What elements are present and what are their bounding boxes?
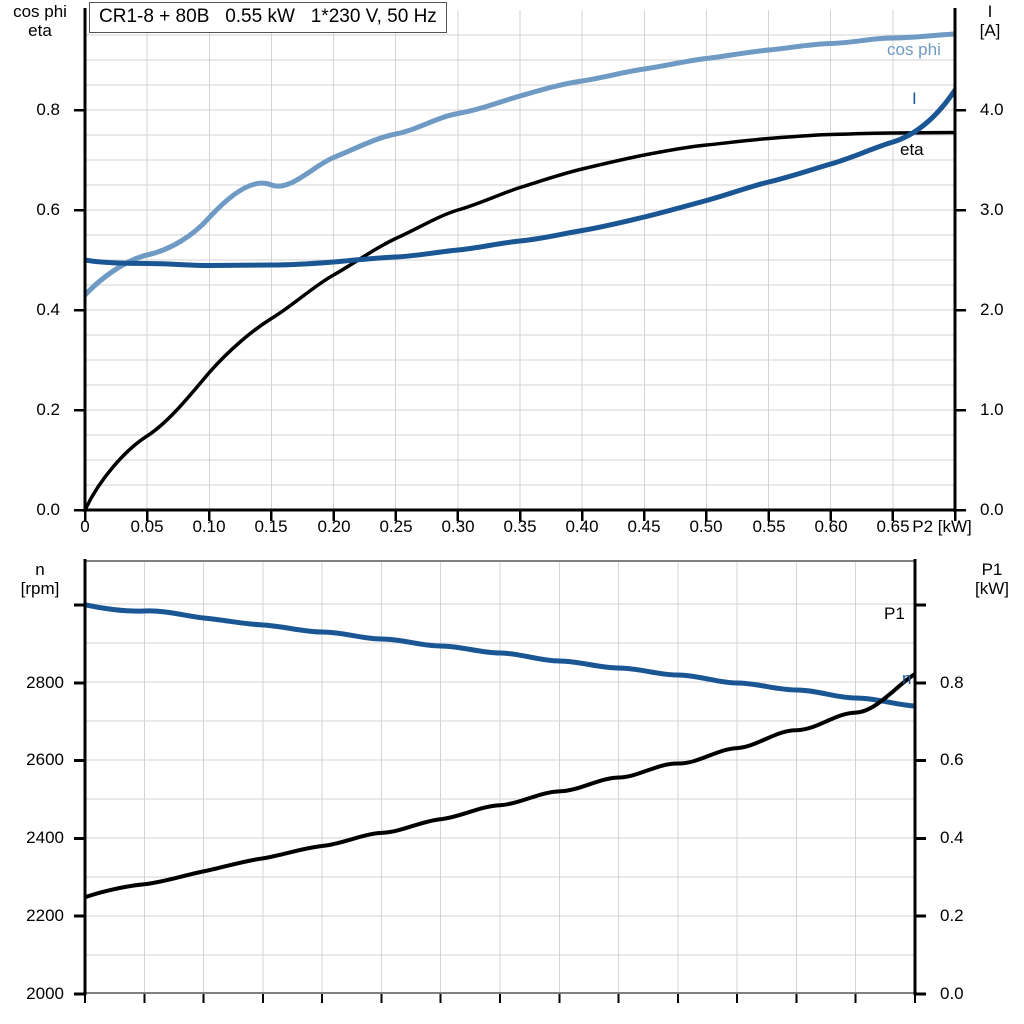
- bottom-grid: [85, 560, 915, 994]
- top-x-tick-9: 0.45: [627, 517, 661, 536]
- curve-label-power-input: P1: [884, 604, 905, 623]
- curve-label-eta: eta: [900, 140, 924, 159]
- top-right-axis-title-line1: I: [987, 2, 993, 21]
- bottom-left-axis-title-line2: [rpm]: [20, 579, 60, 598]
- top-chart-panel: cos phi eta I [A] CR1-8 + 80B 0.55 kW 1*…: [0, 2, 1020, 536]
- top-right-tick-2: 2.0: [980, 300, 1004, 319]
- chart-title-box: CR1-8 + 80B 0.55 kW 1*230 V, 50 Hz: [89, 2, 447, 33]
- top-x-tick-4: 0.20: [317, 517, 351, 536]
- bottom-axes: [74, 559, 926, 1003]
- bottom-right-tick-2: 0.4: [940, 828, 964, 847]
- bottom-curves: [85, 602, 915, 900]
- top-left-tick-2: 0.4: [36, 300, 60, 319]
- top-grid: [85, 10, 955, 510]
- bottom-left-tick-0: 2000: [26, 984, 64, 1003]
- top-x-tick-7: 0.35: [503, 517, 537, 536]
- bottom-left-tick-2: 2400: [26, 828, 64, 847]
- bottom-left-tick-3: 2600: [26, 750, 64, 769]
- bottom-right-tick-1: 0.2: [940, 906, 964, 925]
- bottom-left-axis-title-line1: n: [35, 560, 45, 579]
- curve-cos-phi: [85, 31, 955, 298]
- bottom-right-tick-3: 0.6: [940, 750, 964, 769]
- bottom-left-tick-4: 2800: [26, 673, 64, 692]
- bottom-left-tick-1: 2200: [26, 906, 64, 925]
- top-right-axis-title-line2: [A]: [979, 21, 1001, 40]
- top-x-tick-6: 0.30: [441, 517, 475, 536]
- top-left-tick-1: 0.2: [36, 400, 60, 419]
- top-x-tick-8: 0.40: [565, 517, 599, 536]
- top-x-tick-2: 0.10: [192, 517, 226, 536]
- top-right-axis-title: I [A]: [960, 2, 1020, 40]
- curve-eta: [85, 130, 955, 510]
- top-x-tick-3: 0.15: [254, 517, 288, 536]
- bottom-right-tick-4: 0.8: [940, 673, 964, 692]
- top-x-tick-10: 0.50: [689, 517, 723, 536]
- curve-label-speed: n: [902, 669, 912, 688]
- bottom-plot-area: [85, 560, 915, 994]
- bottom-right-tick-0: 0.0: [940, 984, 964, 1003]
- bottom-right-axis-title-line2: [kW]: [975, 579, 1009, 598]
- curve-speed: [85, 602, 915, 709]
- top-left-tick-4: 0.8: [36, 100, 60, 119]
- top-axes: [74, 8, 966, 521]
- top-curves: [85, 31, 955, 510]
- top-left-axis-title-line1: cos phi: [13, 2, 67, 21]
- top-x-axis-title: P2 [kW]: [912, 517, 972, 536]
- top-x-tick-13: 0.65: [876, 517, 910, 536]
- curve-power-input: [85, 672, 915, 900]
- top-x-tick-12: 0.60: [814, 517, 848, 536]
- curve-label-cos-phi: cos phi: [887, 40, 941, 59]
- top-left-axis-title-line2: eta: [28, 21, 52, 40]
- curve-label-current: I: [912, 89, 917, 108]
- top-left-tick-0: 0.0: [36, 500, 60, 519]
- top-x-tick-1: 0.05: [130, 517, 164, 536]
- bottom-right-axis-title: P1 [kW]: [960, 560, 1024, 598]
- bottom-left-axis-title: n [rpm]: [0, 560, 80, 598]
- top-right-tick-1: 1.0: [980, 400, 1004, 419]
- top-left-axis-title: cos phi eta: [0, 2, 80, 40]
- top-x-tick-5: 0.25: [379, 517, 413, 536]
- top-x-tick-11: 0.55: [752, 517, 786, 536]
- bottom-right-axis-title-line1: P1: [981, 560, 1003, 579]
- top-left-tick-3: 0.6: [36, 200, 60, 219]
- bottom-chart-panel: n [rpm] P1 [kW]: [0, 545, 1024, 1024]
- top-x-tick-0: 0: [80, 517, 90, 536]
- curve-current: [85, 87, 955, 268]
- top-plot-area: [85, 10, 955, 510]
- top-right-tick-0: 0.0: [980, 500, 1004, 519]
- top-right-tick-3: 3.0: [980, 200, 1004, 219]
- top-right-tick-4: 4.0: [980, 100, 1004, 119]
